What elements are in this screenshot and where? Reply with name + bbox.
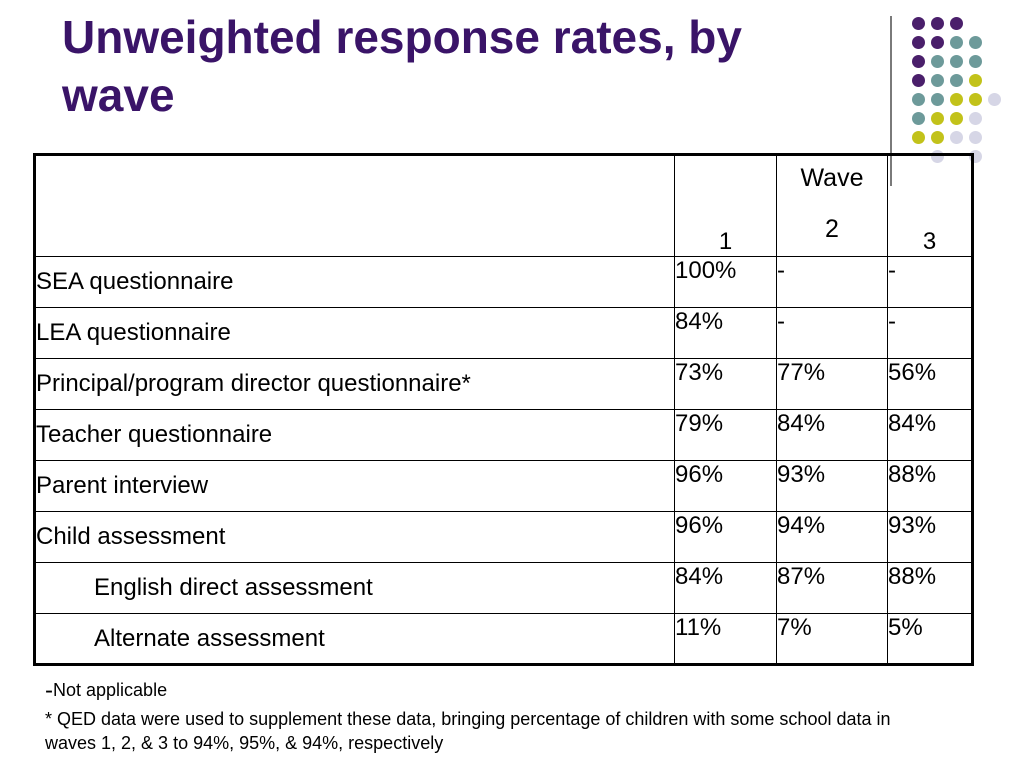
decor-dot xyxy=(912,74,925,87)
decorative-divider xyxy=(890,16,892,186)
rate-cell-wave-1: 96% xyxy=(674,460,777,512)
header-corner-cell xyxy=(34,154,675,257)
decor-dot xyxy=(931,17,944,30)
response-rates-table: 1 Wave 2 3 SEA questionnaire 100% - - LEA qu… xyxy=(33,153,974,666)
header-wave-3: 3 xyxy=(887,154,973,257)
rate-cell-wave-2: - xyxy=(776,307,888,359)
rate-cell-wave-1: 11% xyxy=(674,613,777,665)
rate-cell-wave-3: 5% xyxy=(887,613,973,665)
decor-dot xyxy=(912,112,925,125)
header-wave-1: 1 xyxy=(674,154,777,257)
decor-dot xyxy=(931,36,944,49)
decor-dot xyxy=(950,36,963,49)
not-applicable-text: Not applicable xyxy=(53,680,168,700)
rate-cell-wave-2: 94% xyxy=(776,511,888,563)
rate-cell-wave-3: 56% xyxy=(887,358,973,410)
decor-dot xyxy=(931,112,944,125)
table-row: Child assessment 96% 94% 93% xyxy=(34,511,973,563)
header-wave-group-label: Wave xyxy=(800,164,864,192)
table-row: Parent interview 96% 93% 88% xyxy=(34,460,973,512)
footnote: * QED data were used to supplement these… xyxy=(45,709,891,753)
rate-cell-wave-1: 100% xyxy=(674,256,777,308)
not-applicable-marker: - xyxy=(45,677,53,704)
rate-cell-wave-1: 84% xyxy=(674,562,777,614)
decor-dot xyxy=(950,93,963,106)
decor-dot xyxy=(912,36,925,49)
table-row: LEA questionnaire 84% - - xyxy=(34,307,973,359)
slide-notes: -Not applicable * QED data were used to … xyxy=(45,678,945,755)
row-label: LEA questionnaire xyxy=(34,307,675,359)
decor-dot xyxy=(950,17,963,30)
decor-dot xyxy=(969,36,982,49)
decor-dot xyxy=(912,17,925,30)
row-label: Child assessment xyxy=(34,511,675,563)
table-row: English direct assessment 84% 87% 88% xyxy=(34,562,973,614)
decor-dot xyxy=(969,55,982,68)
decor-dot xyxy=(931,93,944,106)
decor-dot xyxy=(931,55,944,68)
decor-dot xyxy=(912,93,925,106)
rate-cell-wave-1: 84% xyxy=(674,307,777,359)
table-row: Teacher questionnaire 79% 84% 84% xyxy=(34,409,973,461)
row-label: Parent interview xyxy=(34,460,675,512)
rate-cell-wave-2: 87% xyxy=(776,562,888,614)
table-header-row: 1 Wave 2 3 xyxy=(34,154,973,257)
decor-dot xyxy=(988,93,1001,106)
table-row: SEA questionnaire 100% - - xyxy=(34,256,973,308)
rate-cell-wave-1: 96% xyxy=(674,511,777,563)
rate-cell-wave-1: 79% xyxy=(674,409,777,461)
decor-dot xyxy=(950,74,963,87)
row-label: SEA questionnaire xyxy=(34,256,675,308)
rate-cell-wave-3: 84% xyxy=(887,409,973,461)
not-applicable-note: -Not applicable xyxy=(45,678,945,703)
rate-cell-wave-2: - xyxy=(776,256,888,308)
decor-dot xyxy=(931,74,944,87)
row-label: Teacher questionnaire xyxy=(34,409,675,461)
rate-cell-wave-3: - xyxy=(887,256,973,308)
rate-cell-wave-2: 77% xyxy=(776,358,888,410)
decor-dot xyxy=(912,55,925,68)
decor-dot xyxy=(969,74,982,87)
rate-cell-wave-3: 88% xyxy=(887,562,973,614)
decor-dot xyxy=(950,55,963,68)
decor-dot xyxy=(969,112,982,125)
rate-cell-wave-2: 7% xyxy=(776,613,888,665)
slide-title: Unweighted response rates, by wave xyxy=(62,11,742,121)
rate-cell-wave-3: 88% xyxy=(887,460,973,512)
row-label: Alternate assessment xyxy=(34,613,675,665)
decor-dot xyxy=(931,131,944,144)
rate-cell-wave-2: 84% xyxy=(776,409,888,461)
decor-dot xyxy=(969,131,982,144)
row-label: Principal/program director questionnaire… xyxy=(34,358,675,410)
decor-dot xyxy=(950,131,963,144)
decor-dot xyxy=(969,93,982,106)
rate-cell-wave-3: - xyxy=(887,307,973,359)
rate-cell-wave-1: 73% xyxy=(674,358,777,410)
row-label: English direct assessment xyxy=(34,562,675,614)
table-row: Alternate assessment 11% 7% 5% xyxy=(34,613,973,665)
header-wave-2-cell: Wave 2 xyxy=(776,154,888,257)
rate-cell-wave-3: 93% xyxy=(887,511,973,563)
rate-cell-wave-2: 93% xyxy=(776,460,888,512)
decor-dot xyxy=(950,112,963,125)
decor-dot xyxy=(912,131,925,144)
header-wave-2: 2 xyxy=(825,215,839,243)
table-row: Principal/program director questionnaire… xyxy=(34,358,973,410)
